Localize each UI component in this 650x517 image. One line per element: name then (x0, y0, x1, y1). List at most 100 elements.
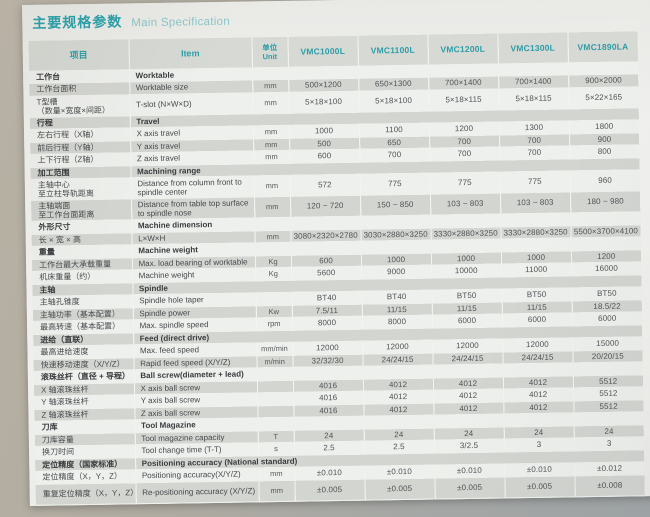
row-value: 960 (569, 169, 640, 192)
row-unit: mm (252, 125, 290, 139)
row-value: 5512 (573, 399, 644, 413)
row-value: 900 (569, 132, 640, 146)
row-value: 24 (363, 427, 434, 442)
row-label-zh: 主轴端面 至工作台面距离 (31, 198, 132, 222)
row-value: ±0.010 (294, 466, 365, 480)
row-value: 775 (429, 172, 501, 195)
row-unit (257, 404, 294, 418)
row-value: 700×1400 (428, 76, 499, 90)
row-value: 1100 (358, 123, 430, 137)
header-model-vmc1100l: VMC1100L (357, 34, 428, 66)
row-value: 32/32/30 (292, 353, 363, 368)
row-unit: rpm (255, 317, 293, 331)
row-unit: mm (258, 479, 295, 502)
row-value: ±0.012 (574, 461, 645, 476)
row-value: 4012 (503, 400, 574, 414)
row-value: 3080×2320×2780 (290, 228, 361, 243)
row-value: BT40 (291, 291, 362, 305)
row-label-en: Re-positioning accuracy (X/Y/Z) (135, 480, 259, 504)
row-value: 600 (290, 253, 362, 268)
row-value: 1800 (568, 119, 640, 134)
row-value: 4012 (362, 377, 434, 392)
row-value: 120 ~ 720 (290, 195, 361, 218)
row-value: 24/24/15 (502, 350, 573, 364)
row-value: 4016 (293, 391, 364, 405)
row-unit: mm (252, 79, 289, 93)
row-unit: mm (253, 175, 291, 197)
row-value: 700 (429, 134, 500, 149)
row-value: 5×18×100 (358, 89, 429, 112)
row-value: 180 ~ 980 (570, 190, 641, 213)
row-unit: Kw (255, 304, 292, 318)
row-value: 4012 (432, 376, 504, 391)
row-value: 4012 (503, 387, 574, 402)
row-value: 700 (499, 145, 570, 160)
row-value: 600 (289, 149, 360, 163)
row-value: 5512 (573, 386, 644, 401)
row-value: 11000 (501, 262, 572, 277)
row-value: 24/24/15 (432, 351, 503, 366)
row-value: ±0.005 (294, 478, 365, 501)
row-value: 3/2.5 (433, 438, 505, 453)
row-value: 5512 (572, 374, 644, 388)
row-value: 3330×2880×3250 (430, 226, 501, 241)
row-label-zh: T型槽 （数量×宽度×间距） (29, 94, 130, 117)
row-value: 18.5/22 (571, 299, 642, 313)
row-value: 11/15 (501, 300, 572, 314)
row-value: 650×1300 (358, 77, 429, 91)
row-value: ±0.005 (434, 476, 505, 499)
row-value: 775 (499, 170, 571, 194)
row-value: ±0.010 (504, 462, 575, 477)
row-unit (257, 392, 294, 406)
row-label-en: T-slot (N×W×D) (129, 92, 253, 116)
row-value: 11/15 (361, 302, 432, 317)
row-value: 24 (433, 426, 504, 441)
row-value: 12000 (362, 340, 433, 354)
row-value: 700×1400 (498, 74, 569, 89)
header-model-vmc1300l: VMC1300L (497, 32, 568, 64)
row-value: 12000 (292, 341, 363, 355)
header-item-zh: 项目 (28, 39, 130, 71)
row-value: BT50 (431, 289, 502, 303)
row-value: 103 ~ 803 (500, 191, 571, 215)
row-value: 24/24/15 (362, 352, 433, 367)
row-value: 700 (359, 148, 430, 162)
row-value: 8000 (361, 315, 433, 329)
row-unit: m/min (256, 354, 293, 368)
header-unit: 单位 Unit (251, 36, 289, 68)
row-label-zh: 主轴中心 至立柱导轨距离 (30, 177, 132, 201)
row-value: 500×1200 (288, 78, 359, 92)
row-value: 572 (289, 174, 361, 197)
row-value: 1200 (570, 249, 642, 263)
row-value: 900×2000 (568, 73, 639, 88)
header-model-vmc1200l: VMC1200L (427, 33, 498, 65)
row-unit: mm (254, 229, 291, 243)
row-unit: Kg (254, 254, 292, 268)
row-value: BT50 (571, 286, 642, 301)
row-value: 5×22×165 (568, 86, 639, 109)
spec-table-body: 工作台 Worktable 工作台面积 Worktable size mm 500×120… (29, 61, 645, 505)
row-value: ±0.008 (574, 474, 645, 497)
row-value: 16000 (571, 261, 642, 276)
row-value: 20/20/15 (572, 349, 643, 363)
row-value: 2.5 (363, 440, 435, 454)
row-value: 650 (359, 135, 430, 150)
row-value: 5×18×100 (288, 90, 359, 113)
row-value: 6000 (431, 313, 503, 328)
row-value: 15000 (572, 336, 643, 351)
row-value: ±0.005 (504, 475, 575, 498)
row-unit: mm (253, 137, 290, 151)
row-value: ±0.010 (434, 463, 505, 478)
row-value: 1000 (360, 252, 432, 267)
row-value: 5500×3700×4100 (570, 224, 641, 238)
row-unit: mm (253, 150, 290, 164)
row-value: 775 (359, 173, 431, 196)
row-value: 700 (429, 147, 500, 161)
row-value: 1000 (288, 124, 360, 138)
row-value: 800 (569, 144, 640, 159)
row-value: 3 (573, 436, 645, 451)
spec-table: 项目 Item 单位 Unit VMC1000L VMC1100L VMC1200L VMC… (28, 31, 645, 505)
row-value: 24 (573, 424, 644, 438)
row-unit: T (257, 429, 294, 443)
row-value: 1000 (500, 250, 572, 265)
